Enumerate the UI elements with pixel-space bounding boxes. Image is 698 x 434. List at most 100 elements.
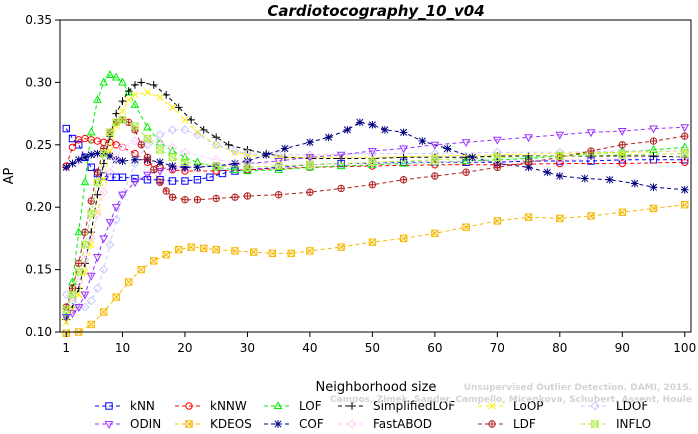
y-tick-label-4: 0.30 — [25, 75, 52, 89]
data-point-cof — [106, 152, 114, 160]
data-point-odin — [74, 303, 84, 312]
data-point-ldof — [680, 146, 690, 156]
data-point-ldf — [681, 132, 689, 140]
data-point-odin — [336, 151, 346, 160]
data-point-cof — [243, 157, 252, 165]
data-point-ldf — [143, 153, 152, 161]
data-point-inflo — [93, 177, 102, 187]
data-point-fastabod — [211, 155, 221, 165]
data-point-cof — [580, 174, 589, 183]
data-point-ldf — [193, 196, 202, 204]
data-point-inflo — [681, 149, 689, 158]
series-line-lof — [65, 74, 685, 318]
data-point-ldof — [142, 140, 153, 150]
data-point-cof — [74, 155, 83, 164]
data-point-kdeos — [137, 265, 145, 274]
data-point-odin — [68, 310, 77, 319]
data-point-ldof — [430, 148, 440, 159]
data-point-ldf — [587, 147, 595, 155]
data-point-cof — [399, 128, 408, 137]
data-point-ldof — [492, 147, 502, 157]
data-point-simplifiedlof — [212, 133, 221, 142]
series-layer — [61, 70, 690, 337]
data-point-ldf — [168, 193, 177, 201]
data-point-odin — [99, 235, 109, 244]
data-point-cof — [181, 163, 189, 172]
legend-label-ldf: LDF — [513, 417, 536, 431]
data-point-lof — [80, 177, 90, 186]
data-point-simplifiedlof — [224, 140, 233, 149]
series-line-kdeos — [66, 204, 685, 334]
data-point-cof — [193, 163, 202, 172]
legend-item-cof: COF — [264, 417, 324, 431]
data-point-odin — [399, 145, 408, 154]
data-point-ldf — [162, 187, 170, 195]
data-point-odin — [143, 171, 152, 180]
data-point-simplifiedlof — [399, 153, 408, 162]
data-point-ldof — [111, 215, 121, 225]
series-line-ldof — [65, 129, 685, 308]
data-point-knnw — [68, 143, 77, 151]
data-point-inflo — [81, 240, 89, 250]
data-point-cof — [87, 150, 96, 159]
data-point-kdeos — [187, 243, 195, 251]
data-point-cof — [62, 163, 71, 172]
data-point-cof — [262, 150, 271, 159]
data-point-knn — [218, 169, 227, 178]
data-point-loop — [231, 148, 239, 156]
legend-label-ldof: LDOF — [616, 399, 648, 413]
data-point-ldf — [306, 188, 314, 196]
data-point-odin — [93, 254, 102, 262]
data-point-loop — [131, 91, 139, 99]
data-point-kdeos — [337, 243, 345, 251]
series-line-simplifiedlof — [65, 81, 685, 320]
data-point-simplifiedlof — [368, 154, 377, 163]
data-point-lof — [230, 164, 240, 173]
data-point-ldf — [399, 176, 408, 184]
data-point-ldf — [431, 172, 439, 180]
series-simplifiedlof — [62, 78, 689, 324]
data-point-loop — [181, 116, 189, 124]
data-point-kdeos — [431, 229, 439, 238]
x-tick-label-10: 10 — [115, 341, 130, 355]
data-point-inflo — [493, 152, 502, 162]
legend-item-knnw: kNNW — [175, 399, 247, 413]
data-point-loop — [125, 96, 133, 104]
data-point-kdeos — [175, 245, 183, 254]
data-point-cof — [605, 175, 614, 184]
data-point-odin — [274, 157, 284, 166]
data-point-ldf — [368, 181, 377, 189]
data-point-ldof — [167, 125, 178, 135]
data-point-odin — [111, 204, 121, 213]
data-point-cof — [281, 144, 289, 153]
data-point-inflo — [87, 209, 95, 218]
data-point-odin — [524, 134, 533, 143]
data-point-kdeos — [649, 204, 658, 213]
data-point-loop — [81, 268, 89, 276]
legend-label-loop: LoOP — [513, 399, 544, 413]
legend-label-fastabod: FastABOD — [373, 417, 432, 431]
x-tick-label-60: 60 — [427, 341, 442, 355]
data-point-fastabod — [167, 142, 178, 152]
data-point-cof — [555, 172, 564, 180]
data-point-ldf — [131, 126, 139, 134]
data-point-kdeos — [112, 293, 120, 301]
data-point-ldf — [231, 193, 239, 201]
data-point-odin — [586, 129, 596, 138]
data-point-knnw — [131, 149, 139, 158]
data-point-ldof — [305, 150, 315, 160]
data-point-inflo — [62, 305, 70, 314]
data-point-inflo — [106, 127, 114, 137]
data-point-ldof — [80, 302, 90, 312]
data-point-simplifiedlof — [93, 190, 102, 199]
credit-watermark: Unsupervised Outlier Detection. DAMI, 20… — [330, 382, 692, 406]
data-point-cof — [81, 153, 89, 162]
data-point-loop — [168, 103, 177, 111]
data-point-knn — [87, 163, 95, 171]
data-point-cof — [524, 163, 533, 172]
credit-line-2: Campos, Zimek, Sander, Campello, Micenko… — [329, 395, 692, 405]
data-point-kdeos — [100, 308, 108, 316]
data-point-simplifiedlof — [112, 109, 121, 118]
data-point-knn — [62, 124, 70, 133]
data-point-fastabod — [142, 135, 153, 145]
